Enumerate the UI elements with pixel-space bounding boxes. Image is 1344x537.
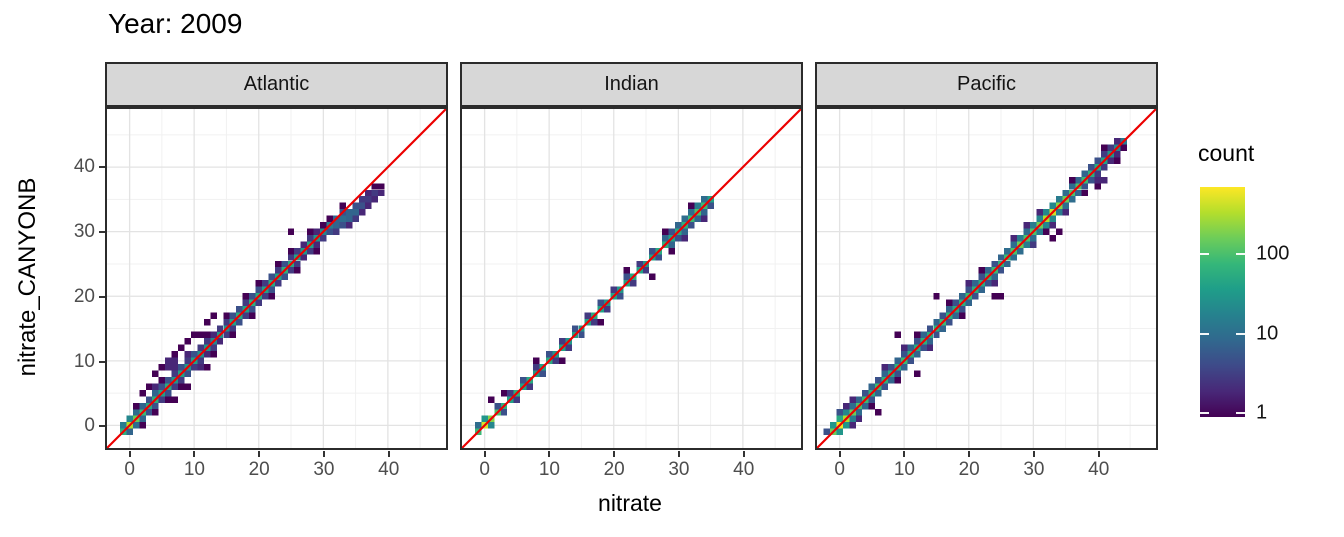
x-axis-tick — [322, 451, 325, 457]
y-tick-label: 10 — [73, 350, 95, 372]
y-axis-tick — [99, 231, 105, 234]
x-axis-tick — [193, 451, 196, 457]
colorbar-tick — [1200, 332, 1209, 335]
x-tick-label: 10 — [538, 459, 560, 480]
colorbar-tick — [1200, 412, 1209, 415]
colorbar-tick-label: 100 — [1256, 242, 1290, 265]
x-axis-tick — [548, 451, 551, 457]
panel-border-indian — [460, 107, 803, 450]
panel-border-pacific — [815, 107, 1158, 450]
x-tick-label: 40 — [378, 459, 400, 480]
x-axis-tick — [1097, 451, 1100, 457]
x-tick-label: 40 — [1088, 459, 1110, 480]
x-axis-title: nitrate — [598, 490, 662, 516]
x-tick-label: 30 — [1023, 459, 1045, 480]
x-tick-label: 20 — [958, 459, 980, 480]
facet-strip-indian: Indian — [460, 62, 803, 107]
x-axis-tick — [258, 451, 261, 457]
y-axis-tick — [99, 360, 105, 363]
facet-indian: Indian 0 10 20 30 40 — [460, 0, 803, 537]
x-tick-label: 30 — [313, 459, 335, 480]
y-axis-tick — [99, 425, 105, 428]
panel-border-atlantic — [105, 107, 448, 450]
x-tick-label: 0 — [479, 459, 490, 480]
facet-pacific: Pacific 0 10 20 30 40 — [815, 0, 1158, 537]
colorbar — [1200, 187, 1245, 417]
colorbar-tick — [1236, 412, 1245, 415]
x-tick-label: 10 — [183, 459, 205, 480]
x-axis-tick — [483, 451, 486, 457]
panel-indian — [462, 109, 801, 448]
y-tick-label: 30 — [73, 221, 95, 243]
y-tick-label: 40 — [73, 156, 95, 178]
panel-pacific — [817, 109, 1156, 448]
facet-atlantic: Atlantic 0 10 20 30 40 — [105, 0, 448, 537]
y-tick-label: 20 — [73, 285, 95, 307]
colorbar-tick — [1200, 253, 1209, 256]
x-tick-label: 0 — [834, 459, 845, 480]
x-axis-tick — [838, 451, 841, 457]
facet-strip-label: Indian — [604, 73, 659, 95]
y-tick-label: 0 — [84, 415, 95, 437]
facet-strip-label: Atlantic — [243, 73, 310, 95]
colorbar-tick — [1236, 253, 1245, 256]
legend-title: count — [1198, 140, 1255, 166]
x-tick-label: 40 — [733, 459, 755, 480]
x-axis-tick — [968, 451, 971, 457]
panel-atlantic — [107, 109, 446, 448]
x-tick-label: 10 — [893, 459, 915, 480]
x-tick-label: 20 — [603, 459, 625, 480]
x-axis-tick — [128, 451, 131, 457]
x-tick-label: 20 — [248, 459, 270, 480]
y-axis-title: nitrate_CANYONB — [14, 177, 41, 377]
y-axis-tick — [99, 166, 105, 169]
plot-title: Year: 2009 — [108, 8, 243, 39]
x-axis-tick — [387, 451, 390, 457]
x-axis-tick — [677, 451, 680, 457]
x-tick-label: 30 — [668, 459, 690, 480]
facet-strip-pacific: Pacific — [815, 62, 1158, 107]
x-tick-label: 0 — [124, 459, 135, 480]
colorbar-tick-label: 10 — [1256, 322, 1279, 345]
y-axis-tick — [99, 295, 105, 298]
x-axis-tick — [903, 451, 906, 457]
facet-strip-label: Pacific — [957, 73, 1016, 95]
x-axis-tick — [613, 451, 616, 457]
x-axis-tick — [1032, 451, 1035, 457]
x-axis-tick — [742, 451, 745, 457]
colorbar-tick-label: 1 — [1256, 401, 1268, 424]
facet-strip-atlantic: Atlantic — [105, 62, 448, 107]
colorbar-tick — [1236, 332, 1245, 335]
